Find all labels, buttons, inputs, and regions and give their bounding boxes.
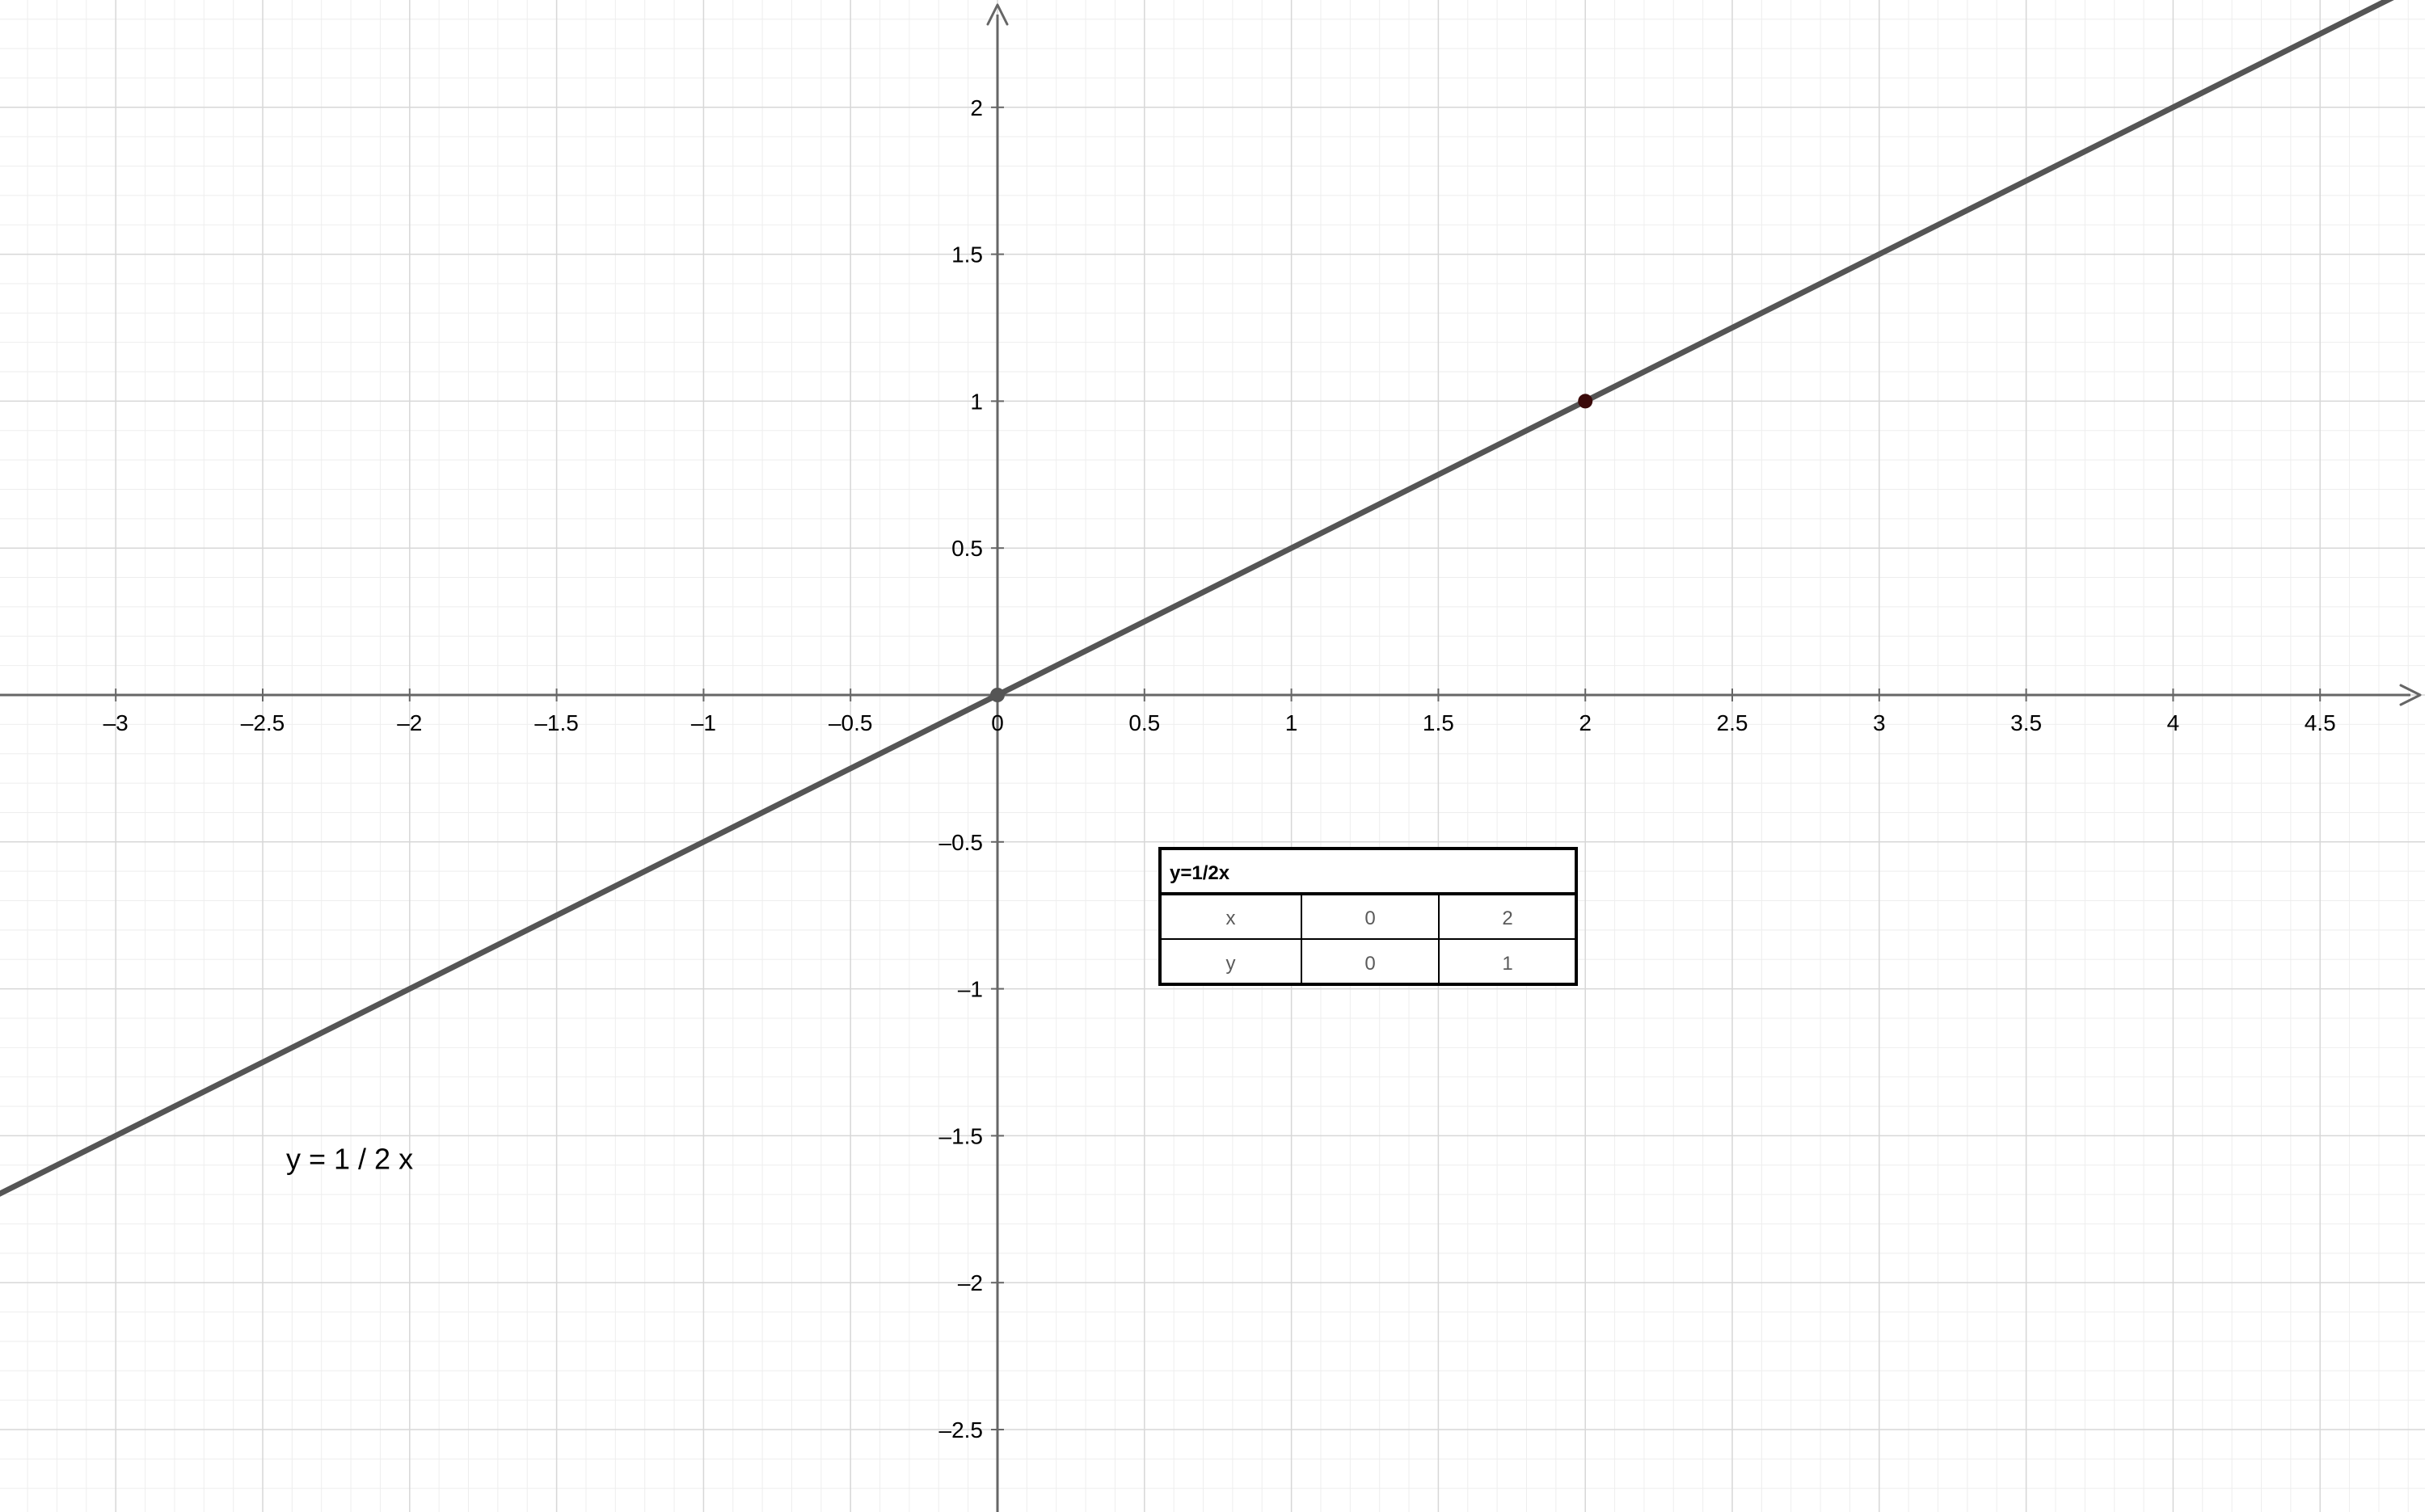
- data-point: [1578, 394, 1592, 408]
- data-table: y=1/2x x 0 2 y 0 1: [1160, 849, 1576, 984]
- y-tick-label: 0.5: [951, 536, 983, 561]
- y-tick-label: 1.5: [951, 242, 983, 267]
- x-tick-label: 4.5: [2305, 710, 2336, 735]
- y-tick-label: 1: [970, 389, 983, 414]
- x-tick-label: 1: [1285, 710, 1298, 735]
- y-tick-label: –0.5: [939, 830, 984, 855]
- table-cell: 1: [1502, 953, 1512, 975]
- y-tick-label: –1.5: [939, 1123, 984, 1148]
- x-tick-label: 4: [2167, 710, 2180, 735]
- table-cell: 2: [1502, 908, 1512, 929]
- x-tick-label: 1.5: [1423, 710, 1454, 735]
- x-tick-label: –1.5: [534, 710, 579, 735]
- x-tick-label: –2.5: [241, 710, 285, 735]
- x-tick-label: 2.5: [1717, 710, 1748, 735]
- x-tick-label: –0.5: [829, 710, 873, 735]
- y-tick-label: –2.5: [939, 1417, 984, 1443]
- y-tick-label: 2: [970, 95, 983, 120]
- table-cell: 0: [1364, 953, 1375, 975]
- x-tick-label: 3.5: [2010, 710, 2042, 735]
- x-tick-label: 2: [1579, 710, 1592, 735]
- x-tick-label: –3: [103, 710, 129, 735]
- x-tick-label: 0: [991, 710, 1004, 735]
- table-cell: 0: [1364, 908, 1375, 929]
- equation-label: y = 1 / 2 x: [286, 1142, 413, 1175]
- origin-point: [990, 688, 1005, 702]
- table-row-label: x: [1226, 908, 1236, 929]
- table-row-label: y: [1226, 953, 1236, 975]
- y-tick-label: –1: [958, 977, 983, 1002]
- x-tick-label: 0.5: [1128, 710, 1160, 735]
- coordinate-plane-chart: –3 –2.5 –2 –1.5 –1 –0.5 0 0.5 1 1.5 2 2.5 3 3.5 4 4.5 –2…: [0, 0, 2425, 1512]
- x-tick-label: 3: [1873, 710, 1886, 735]
- x-tick-label: –1: [691, 710, 716, 735]
- x-tick-label: –2: [397, 710, 422, 735]
- y-tick-label: –2: [958, 1270, 983, 1295]
- table-header: y=1/2x: [1170, 862, 1230, 884]
